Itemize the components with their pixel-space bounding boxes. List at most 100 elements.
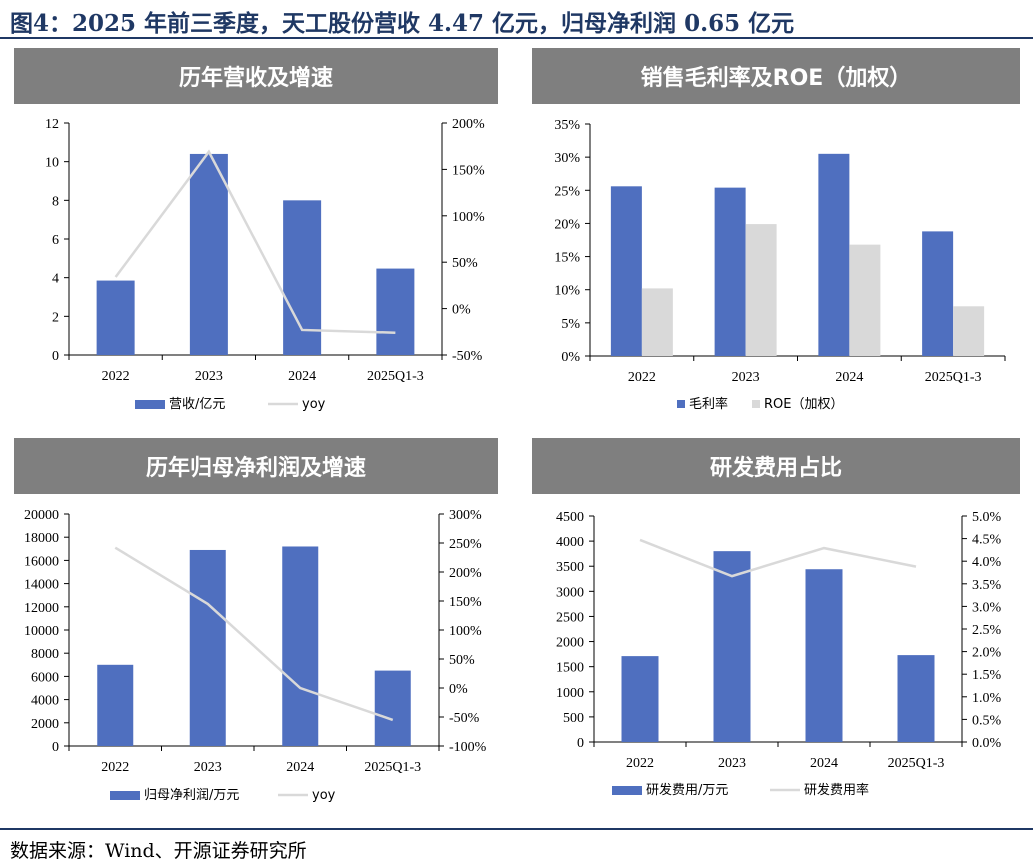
x-tick-label: 2023 bbox=[194, 760, 222, 775]
bar-bar-0 bbox=[621, 656, 659, 742]
x-tick-label: 2024 bbox=[286, 760, 314, 775]
left-tick-label: 35% bbox=[554, 118, 580, 133]
bar-bar-0 bbox=[610, 186, 642, 356]
right-tick-label: 150% bbox=[449, 595, 482, 610]
bar-bar-3 bbox=[922, 231, 954, 356]
left-tick-label: 1000 bbox=[556, 686, 584, 701]
bar-bar2-2 bbox=[849, 244, 881, 356]
right-tick-label: 3.0% bbox=[972, 600, 1002, 615]
x-tick-label: 2022 bbox=[628, 370, 656, 385]
rnd-chart: 0 500 1000 1500 2000 2500 3000 3500 4000 4500 0.0%… bbox=[556, 510, 1002, 798]
right-tick-label: 200% bbox=[452, 117, 485, 132]
x-tick-label: 2023 bbox=[718, 756, 746, 771]
left-tick-label: 2000 bbox=[31, 717, 59, 732]
left-tick-label: 10% bbox=[554, 284, 580, 299]
margin-chart-title: 销售毛利率及ROE（加权） bbox=[532, 48, 1020, 104]
right-tick-label: 0% bbox=[452, 303, 471, 318]
right-tick-label: 100% bbox=[452, 210, 485, 225]
left-tick-label: 30% bbox=[554, 151, 580, 166]
bar-bar-0 bbox=[97, 664, 134, 746]
legend-label: 毛利率 bbox=[689, 396, 728, 412]
right-tick-label: 4.5% bbox=[972, 533, 1002, 548]
right-tick-label: -50% bbox=[449, 711, 480, 726]
legend-swatch bbox=[135, 400, 165, 409]
right-tick-label: 0% bbox=[449, 682, 468, 697]
series-line bbox=[114, 149, 396, 334]
left-tick-label: 500 bbox=[563, 711, 584, 726]
revenue-chart: 0 2 4 6 8 10 12 -50% 0% 50% 100% 150% 200% 2022 2023 20… bbox=[45, 117, 485, 412]
bar-bar-3 bbox=[897, 655, 935, 742]
legend-label: 研发费用/万元 bbox=[646, 782, 728, 798]
bar-bar-3 bbox=[374, 670, 411, 746]
netprofit-chart: 0 2000 4000 6000 8000 10000 12000 14000 16000 180… bbox=[24, 508, 487, 803]
right-tick-label: 250% bbox=[449, 537, 482, 552]
x-tick-label: 2022 bbox=[102, 369, 130, 384]
source-rule bbox=[0, 828, 1033, 830]
x-tick-label: 2023 bbox=[195, 369, 223, 384]
left-tick-label: 0% bbox=[561, 350, 580, 365]
x-tick-label: 2025Q1-3 bbox=[888, 756, 945, 771]
bar-bar-0 bbox=[96, 280, 135, 355]
revenue-chart-title: 历年营收及增速 bbox=[14, 48, 498, 104]
left-tick-label: 18000 bbox=[24, 531, 59, 546]
left-tick-label: 4 bbox=[52, 272, 59, 287]
left-tick-label: 0 bbox=[577, 736, 584, 751]
legend-label: 营收/亿元 bbox=[169, 397, 225, 412]
bar-bar-2 bbox=[805, 569, 843, 742]
left-tick-label: 0 bbox=[52, 349, 59, 364]
x-tick-label: 2022 bbox=[101, 760, 129, 775]
left-tick-label: 16000 bbox=[24, 554, 59, 569]
netprofit-chart-panel: 历年归母净利润及增速 0 2000 4000 6000 8000 10000 12000 14… bbox=[14, 438, 498, 818]
bar-bar-1 bbox=[714, 187, 746, 356]
left-tick-label: 4000 bbox=[556, 535, 584, 550]
left-tick-label: 14000 bbox=[24, 578, 59, 593]
left-tick-label: 10 bbox=[45, 156, 59, 171]
left-tick-label: 3000 bbox=[556, 585, 584, 600]
legend-swatch bbox=[677, 400, 685, 408]
legend-swatch bbox=[752, 400, 760, 408]
legend-label: yoy bbox=[302, 397, 326, 412]
legend-swatch bbox=[612, 786, 642, 795]
left-tick-label: 20000 bbox=[24, 508, 59, 523]
left-tick-label: 12 bbox=[45, 117, 59, 132]
right-tick-label: 4.0% bbox=[972, 555, 1002, 570]
x-tick-label: 2022 bbox=[626, 756, 654, 771]
left-tick-label: 3500 bbox=[556, 560, 584, 575]
legend-label: ROE（加权） bbox=[764, 396, 843, 412]
bar-bar2-0 bbox=[641, 288, 673, 356]
rnd-chart-panel: 研发费用占比 0 500 1000 1500 2000 2500 3000 3500 4000 4… bbox=[532, 438, 1020, 818]
bar-bar-2 bbox=[282, 546, 319, 746]
right-tick-label: 1.5% bbox=[972, 668, 1002, 683]
legend-label: 研发费用率 bbox=[804, 782, 869, 798]
margin-chart: 0% 5% 10% 15% 20% 25% 30% 35% 2022 2023 2024 2025Q1… bbox=[554, 118, 1006, 412]
revenue-chart-panel: 历年营收及增速 0 2 4 6 8 10 12 -50% 0% 50% 100% 150% 200% 20… bbox=[14, 48, 498, 428]
bar-bar-2 bbox=[818, 153, 850, 356]
source-note: 数据来源：Wind、开源证券研究所 bbox=[10, 840, 307, 862]
left-tick-label: 8 bbox=[52, 194, 59, 209]
x-tick-label: 2023 bbox=[732, 370, 760, 385]
right-tick-label: 300% bbox=[449, 508, 482, 523]
legend-label: 归母净利润/万元 bbox=[144, 788, 239, 803]
right-tick-label: 0.5% bbox=[972, 713, 1002, 728]
left-tick-label: 0 bbox=[52, 740, 59, 755]
left-tick-label: 4000 bbox=[31, 694, 59, 709]
right-tick-label: 50% bbox=[452, 256, 478, 271]
bar-bar2-3 bbox=[953, 306, 985, 356]
series-line bbox=[114, 546, 394, 722]
series-line bbox=[639, 538, 917, 578]
left-tick-label: 2500 bbox=[556, 610, 584, 625]
x-tick-label: 2025Q1-3 bbox=[367, 369, 424, 384]
right-tick-label: 1.0% bbox=[972, 691, 1002, 706]
right-tick-label: 150% bbox=[452, 163, 485, 178]
bar-bar-1 bbox=[713, 551, 751, 742]
right-tick-label: 5.0% bbox=[972, 510, 1002, 525]
x-tick-label: 2024 bbox=[288, 369, 316, 384]
x-tick-label: 2024 bbox=[810, 756, 838, 771]
right-tick-label: 0.0% bbox=[972, 736, 1002, 751]
left-tick-label: 2 bbox=[52, 310, 59, 325]
left-tick-label: 6 bbox=[52, 233, 59, 248]
legend-label: yoy bbox=[312, 788, 336, 803]
left-tick-label: 1500 bbox=[556, 661, 584, 676]
right-tick-label: 200% bbox=[449, 566, 482, 581]
left-tick-label: 15% bbox=[554, 251, 580, 266]
